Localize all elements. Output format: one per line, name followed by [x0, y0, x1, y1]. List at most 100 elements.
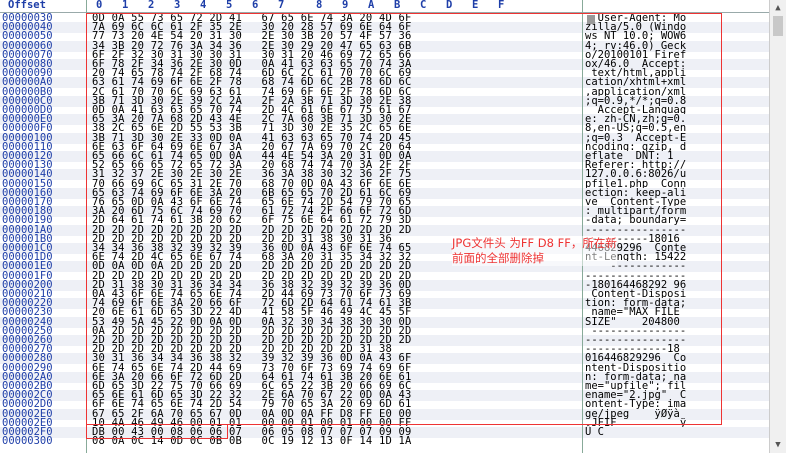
row-hex-bytes[interactable]: 34 34 36 38 32 39 32 39 36 0D 0A 43 6F 6…: [92, 242, 412, 254]
row-hex-bytes[interactable]: 76 65 0D 0A 43 6F 6E 74 65 6E 74 2D 54 7…: [92, 196, 412, 208]
row-hex-bytes[interactable]: 3B 71 3D 30 2E 39 2C 2A 2F 2A 3B 71 3D 3…: [92, 94, 412, 107]
row-hex-bytes[interactable]: 2D 31 38 30 31 36 34 34 36 38 32 39 32 3…: [92, 278, 412, 291]
hex-row[interactable]: 00000040 7A 69 6C 6C 61 2F 35 2E 30 20 28…: [0, 21, 770, 34]
row-ascii[interactable]: JFIF ÿ: [585, 416, 687, 429]
row-ascii[interactable]: 016446829296 Co: [585, 352, 687, 365]
row-hex-bytes[interactable]: 6E 74 2D 4C 65 6E 67 74 68 3A 20 31 35 3…: [92, 251, 412, 264]
row-ascii[interactable]: ection: keep-ali: [585, 186, 687, 199]
row-hex-bytes[interactable]: 7A 69 6C 6C 61 2F 35 2E 30 20 28 57 69 6…: [92, 21, 412, 34]
row-ascii[interactable]: ncoding: gzip, d: [585, 140, 687, 153]
row-ascii[interactable]: o/20100101 Firef: [585, 48, 687, 61]
row-hex-bytes[interactable]: 65 6E 61 6D 65 3D 22 32 2E 6A 70 67 22 0…: [92, 389, 412, 402]
row-hex-bytes[interactable]: 08 0A 0C 14 0D 0C 0B 0B 0C 19 12 13 0F 1…: [92, 435, 412, 448]
hex-row[interactable]: 00000120 65 66 6C 61 74 65 0D 0A 44 4E 54…: [0, 151, 770, 162]
row-hex-bytes[interactable]: 3B 71 3D 30 2E 33 0D 0A 41 63 63 65 70 7…: [92, 131, 412, 144]
row-ascii[interactable]: 4; rv:46.0) Geck: [585, 39, 687, 52]
hex-row[interactable]: 00000100 3B 71 3D 30 2E 33 0D 0A 41 63 63…: [0, 131, 770, 144]
hex-row[interactable]: 000002C0 65 6E 61 6D 65 3D 22 32 2E 6A 70…: [0, 389, 770, 402]
row-hex-bytes[interactable]: DB 00 43 00 08 06 06 07 06 05 08 07 07 0…: [92, 426, 412, 438]
hex-row[interactable]: 000002B0 6D 65 3D 22 75 70 66 69 6C 65 22…: [0, 381, 770, 392]
row-ascii[interactable]: zilla/5.0 (Windo: [585, 21, 687, 34]
row-ascii[interactable]: Referer: http://: [585, 159, 687, 172]
hex-row[interactable]: 00000080 6F 78 2F 34 36 2E 30 0D 0A 41 63…: [0, 59, 770, 70]
hex-row[interactable]: 00000030 0D 0A 55 73 65 72 2D 41 67 65 6E…: [0, 13, 770, 24]
row-ascii[interactable]: ge/jpeg ÿØÿà: [585, 407, 687, 420]
row-hex-bytes[interactable]: 10 4A 46 49 46 00 01 01 00 00 01 00 01 0…: [92, 416, 412, 429]
row-ascii[interactable]: me="upfile"; fil: [585, 380, 687, 392]
row-hex-bytes[interactable]: 6F 6E 74 65 6E 74 2D 54 79 70 65 3A 20 6…: [92, 398, 412, 411]
row-hex-bytes[interactable]: 70 66 69 6C 65 31 2E 70 68 70 0D 0A 43 6…: [92, 177, 412, 190]
hex-row[interactable]: 000001A0 2D 2D 2D 2D 2D 2D 2D 2D 2D 2D 2D…: [0, 223, 770, 236]
row-hex-bytes[interactable]: 6E 3A 20 66 6F 72 6D 2D 64 61 74 61 3B 2…: [92, 370, 412, 383]
vertical-scrollbar[interactable]: ▲ ▼: [769, 0, 786, 453]
row-ascii[interactable]: name="MAX_FILE_: [585, 306, 687, 319]
row-ascii[interactable]: -data; boundary=: [585, 214, 687, 227]
row-ascii[interactable]: ox/46.0 Accept:: [585, 58, 687, 70]
hex-row[interactable]: 00000200 2D 31 38 30 31 36 34 34 36 38 32…: [0, 278, 770, 291]
row-hex-bytes[interactable]: 65 66 6C 61 74 65 0D 0A 44 4E 54 3A 20 3…: [92, 150, 412, 162]
row-ascii[interactable]: n: form-data; na: [585, 370, 687, 383]
row-ascii[interactable]: text/html,appli: [585, 67, 687, 80]
row-ascii[interactable]: 127.0.0.6:8026/u: [585, 168, 687, 181]
row-ascii[interactable]: ws NT 10.0; WOW6: [585, 30, 687, 43]
row-ascii[interactable]: eflate DNT: 1: [585, 150, 687, 162]
scroll-thumb[interactable]: [773, 16, 783, 36]
row-hex-bytes[interactable]: 0D 0A 55 73 65 72 2D 41 67 65 6E 74 3A 2…: [92, 12, 412, 24]
scroll-down-icon[interactable]: ▼: [775, 440, 781, 450]
row-ascii[interactable]: ,application/xml: [585, 85, 687, 98]
hex-row[interactable]: 000000C0 3B 71 3D 30 2E 39 2C 2A 2F 2A 3B…: [0, 94, 770, 107]
row-hex-bytes[interactable]: 2D 2D 2D 2D 2D 2D 2D 2D 2D 2D 2D 2D 2D 2…: [92, 223, 412, 236]
row-hex-bytes[interactable]: 77 73 20 4E 54 20 31 30 2E 30 3B 20 57 4…: [92, 30, 412, 43]
row-hex-bytes[interactable]: 30 31 36 34 34 36 38 32 39 32 39 36 0D 0…: [92, 352, 412, 365]
hex-row[interactable]: 00000250 0A 2D 2D 2D 2D 2D 2D 2D 2D 2D 2D…: [0, 324, 770, 337]
hex-row[interactable]: 00000290 6E 74 65 6E 74 2D 44 69 73 70 6F…: [0, 361, 770, 374]
row-hex-bytes[interactable]: 6E 74 65 6E 74 2D 44 69 73 70 6F 73 69 7…: [92, 361, 412, 374]
hex-row[interactable]: 00000190 2D 64 61 74 61 3B 20 62 6F 75 6E…: [0, 215, 770, 226]
row-ascii[interactable]: pfile1.php Conn: [585, 177, 687, 190]
hex-row[interactable]: 00000110 6E 63 6F 64 69 6E 67 3A 20 67 7A…: [0, 140, 770, 153]
hex-row[interactable]: 000000E0 65 3A 20 7A 68 2D 43 4E 2C 7A 68…: [0, 113, 770, 126]
row-hex-bytes[interactable]: 6F 2F 32 30 31 30 30 31 30 31 20 46 69 7…: [92, 48, 412, 61]
row-hex-bytes[interactable]: 2C 61 70 70 6C 69 63 61 74 69 6F 6E 2F 7…: [92, 85, 412, 98]
row-hex-bytes[interactable]: 65 3A 20 7A 68 2D 43 4E 2C 7A 68 3B 71 3…: [92, 113, 412, 126]
row-ascii[interactable]: -180164468292 96: [585, 278, 693, 291]
hex-row[interactable]: 00000280 30 31 36 34 34 36 38 32 39 32 39…: [0, 352, 770, 365]
row-ascii[interactable]: User-Agent: Mo: [585, 12, 687, 24]
row-ascii[interactable]: ontent-Type: ima: [585, 398, 687, 411]
hex-row[interactable]: 00000270 2D 2D 2D 2D 2D 2D 2D 2D 2D 2D 2D…: [0, 344, 770, 355]
row-ascii[interactable]: cation/xhtml+xml: [585, 76, 687, 89]
hex-row[interactable]: 00000230 20 6E 61 6D 65 3D 22 4D 41 58 5F…: [0, 307, 770, 318]
hex-row[interactable]: 000000B0 2C 61 70 70 6C 69 63 61 74 69 6F…: [0, 85, 770, 98]
hex-row[interactable]: 00000160 65 63 74 69 6F 6E 3A 20 6B 65 65…: [0, 186, 770, 199]
row-hex-bytes[interactable]: 38 2C 65 6E 2D 55 53 3B 71 3D 30 2E 35 2…: [92, 122, 412, 135]
row-hex-bytes[interactable]: 63 61 74 69 6F 6E 2F 78 68 74 6D 6C 2B 7…: [92, 76, 412, 89]
hex-row[interactable]: 000002A0 6E 3A 20 66 6F 72 6D 2D 64 61 74…: [0, 370, 770, 383]
row-hex-bytes[interactable]: 20 74 65 78 74 2F 68 74 6D 6C 2C 61 70 7…: [92, 67, 412, 80]
row-ascii[interactable]: ------------: [585, 260, 687, 273]
row-ascii[interactable]: 8,en-US;q=0.5,en: [585, 122, 687, 135]
row-hex-bytes[interactable]: 0D 0A 0D 0A 2D 2D 2D 2D 2D 2D 2D 2D 2D 2…: [92, 260, 412, 273]
row-ascii[interactable]: ----------------: [585, 269, 687, 282]
row-hex-bytes[interactable]: 0A 2D 2D 2D 2D 2D 2D 2D 2D 2D 2D 2D 2D 2…: [92, 324, 412, 337]
row-hex-bytes[interactable]: 2D 64 61 74 61 3B 20 62 6F 75 6E 64 61 7…: [92, 214, 412, 227]
hex-row[interactable]: 00000240 53 49 5A 45 22 0D 0A 0D 0A 32 30…: [0, 315, 770, 328]
row-ascii[interactable]: ---------------: [585, 324, 687, 337]
hex-row[interactable]: 00000170 76 65 0D 0A 43 6F 6E 74 65 6E 74…: [0, 197, 770, 208]
hex-row[interactable]: 000002D0 6F 6E 74 65 6E 74 2D 54 79 70 65…: [0, 399, 770, 410]
hex-row[interactable]: 000002F0 DB 00 43 00 08 06 06 07 06 05 08…: [0, 427, 770, 438]
row-hex-bytes[interactable]: 6F 78 2F 34 36 2E 30 0D 0A 41 63 63 65 7…: [92, 58, 412, 70]
row-ascii[interactable]: e: zh-CN,zh;q=0.: [585, 113, 687, 126]
row-ascii[interactable]: -------------18: [585, 343, 680, 356]
hex-row[interactable]: 00000150 70 66 69 6C 65 31 2E 70 68 70 0D…: [0, 177, 770, 190]
row-ascii[interactable]: ----------------: [585, 223, 687, 236]
row-ascii[interactable]: ntent-Dispositio: [585, 361, 687, 374]
row-hex-bytes[interactable]: 0D 0A 41 63 63 65 70 74 2D 4C 61 6E 67 7…: [92, 104, 412, 116]
row-hex-bytes[interactable]: 2D 2D 2D 2D 2D 2D 2D 2D 2D 2D 2D 2D 2D 3…: [92, 343, 392, 356]
row-hex-bytes[interactable]: 2D 2D 2D 2D 2D 2D 2D 2D 2D 2D 2D 2D 2D 2…: [92, 269, 412, 282]
row-ascii[interactable]: ;q=0.3 Accept-E: [585, 131, 687, 144]
row-ascii[interactable]: Û C: [585, 426, 604, 438]
hex-row[interactable]: 00000070 6F 2F 32 30 31 30 30 31 30 31 20…: [0, 48, 770, 61]
row-hex-bytes[interactable]: 53 49 5A 45 22 0D 0A 0D 0A 32 30 34 38 3…: [92, 315, 412, 328]
hex-row[interactable]: 000000F0 38 2C 65 6E 2D 55 53 3B 71 3D 30…: [0, 123, 770, 134]
hex-row[interactable]: 00000050 77 73 20 4E 54 20 31 30 2E 30 3B…: [0, 31, 770, 42]
